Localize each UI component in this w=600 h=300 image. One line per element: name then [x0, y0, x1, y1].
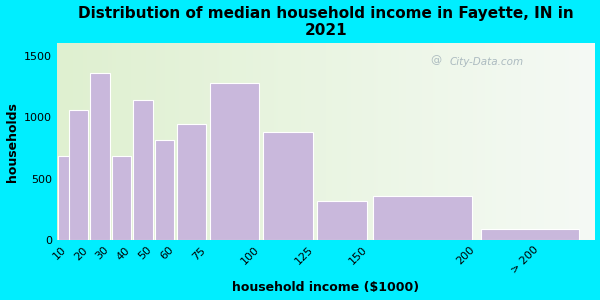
Text: @: @	[431, 55, 442, 65]
Bar	[209, 82, 259, 240]
Bar	[155, 140, 175, 240]
Title: Distribution of median household income in Fayette, IN in
2021: Distribution of median household income …	[78, 6, 574, 38]
X-axis label: household income ($1000): household income ($1000)	[232, 281, 419, 294]
Bar	[317, 201, 367, 240]
Bar	[263, 132, 313, 240]
Bar	[112, 156, 131, 240]
Bar	[373, 196, 472, 240]
Bar	[68, 110, 88, 240]
Bar	[176, 124, 206, 240]
Y-axis label: households: households	[5, 102, 19, 182]
Bar	[481, 229, 580, 240]
Bar	[90, 74, 110, 240]
Bar	[58, 156, 77, 240]
Text: City-Data.com: City-Data.com	[449, 57, 523, 67]
Bar	[133, 100, 153, 240]
